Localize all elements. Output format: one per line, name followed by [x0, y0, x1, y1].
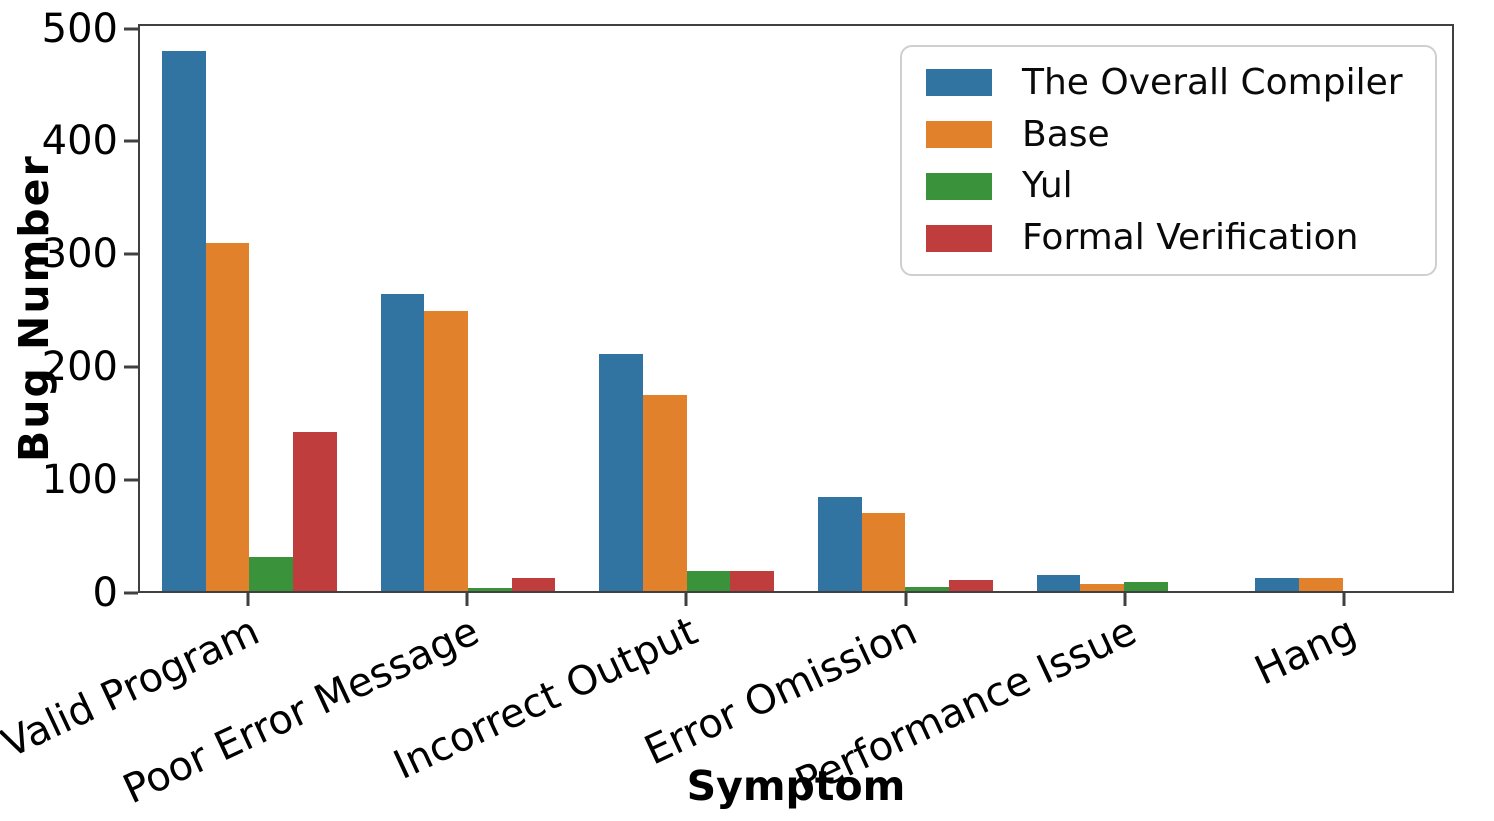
legend-swatch-yul [926, 172, 992, 200]
y-tick-label: 0 [92, 570, 118, 616]
bar-base [424, 310, 468, 591]
bar-the-overall-compiler [1255, 577, 1299, 591]
legend-swatch-the-overall-compiler [926, 69, 992, 97]
bar-formal-verification [730, 570, 775, 591]
bar-the-overall-compiler [161, 50, 206, 591]
bar-yul [905, 586, 950, 591]
y-tick-label: 200 [41, 344, 118, 391]
x-tick-mark [246, 593, 250, 606]
y-tick-mark [124, 27, 138, 31]
legend-swatch-formal-verification [926, 224, 992, 252]
bar-base [642, 394, 687, 591]
bar-formal-verification [949, 579, 993, 591]
bar-yul [686, 570, 731, 591]
legend-label: Yul [1022, 165, 1073, 207]
x-axis-tick-marks [138, 593, 1454, 607]
bar-the-overall-compiler [817, 496, 862, 591]
y-tick-label: 500 [41, 5, 118, 52]
bar-base [205, 243, 250, 591]
bar-the-overall-compiler [380, 293, 425, 591]
legend: The Overall Compiler Base Yul Formal Verifi… [900, 45, 1437, 276]
legend-swatch-base [926, 121, 992, 149]
legend-row: Yul [926, 168, 1411, 204]
x-axis-title: Symptom [686, 762, 906, 810]
x-tick-mark [1342, 593, 1346, 606]
y-tick-mark [124, 365, 138, 369]
legend-row: The Overall Compiler [926, 61, 1411, 103]
x-tick-mark [1123, 593, 1127, 606]
bar-formal-verification [511, 577, 556, 591]
y-axis-tick-marks [124, 24, 138, 595]
x-tick-mark [465, 593, 469, 606]
legend-label: Formal Verification [1022, 217, 1359, 259]
y-tick-mark [124, 478, 138, 482]
bar-base [1080, 584, 1124, 591]
y-tick-mark [124, 139, 138, 143]
bars-layer [140, 26, 1452, 591]
y-tick-label: 300 [41, 231, 118, 278]
bar-formal-verification [293, 431, 337, 591]
legend-label: Base [1022, 113, 1110, 155]
y-tick-label: 100 [41, 457, 118, 504]
bar-base [1298, 577, 1343, 591]
bar-base [861, 512, 906, 591]
bar-yul [1124, 582, 1168, 591]
legend-row: Base [926, 113, 1411, 155]
x-tick-mark [684, 593, 688, 606]
x-tick-mark [904, 593, 908, 606]
legend-label: The Overall Compiler [1022, 61, 1403, 103]
bar-yul [468, 587, 512, 591]
y-axis-tick-labels: 0 100 200 300 400 500 [0, 9, 118, 613]
y-tick-label: 400 [41, 118, 118, 165]
legend-row: Formal Verification [926, 220, 1411, 256]
bar-the-overall-compiler [599, 354, 643, 591]
bar-the-overall-compiler [1036, 575, 1081, 591]
bar-yul [249, 557, 294, 591]
y-tick-mark [124, 252, 138, 256]
y-tick-mark [124, 591, 138, 595]
x-tick-label: Hang [1248, 608, 1363, 695]
